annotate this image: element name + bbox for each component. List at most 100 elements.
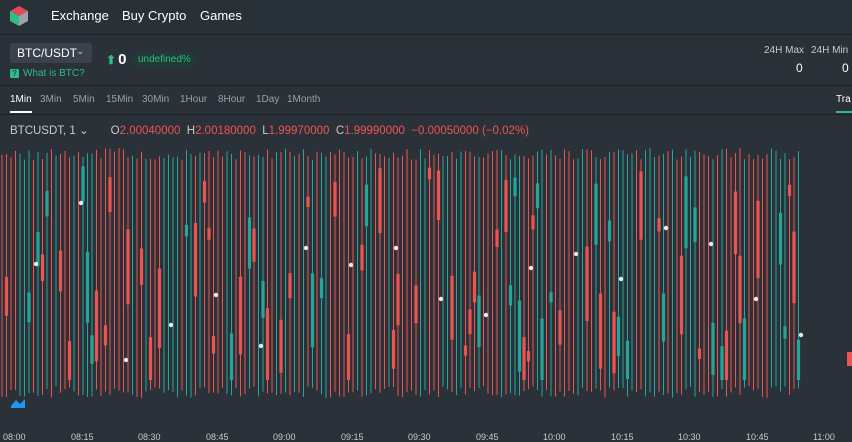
candle-body (450, 275, 454, 340)
x-tick-label: 09:00 (273, 432, 296, 442)
candle-body (661, 293, 666, 342)
candle-body (598, 293, 603, 369)
legend-high-label: H (186, 125, 196, 137)
candle-body (40, 254, 45, 281)
candle-body (261, 280, 265, 318)
candle-body (639, 171, 643, 240)
candle-body (81, 166, 85, 202)
candle-body (508, 285, 513, 306)
tradingview-logo-icon[interactable] (10, 397, 26, 409)
marker-dot (483, 312, 489, 318)
candle-body (625, 340, 630, 379)
candle-body (513, 177, 517, 197)
marker-dot (798, 332, 804, 338)
marker-dot (258, 343, 264, 349)
candle-body (792, 231, 796, 304)
candle-body (733, 191, 738, 255)
nav-games-link[interactable]: Games (200, 8, 242, 23)
candle-body (607, 220, 612, 242)
candle-body (378, 168, 382, 234)
candle-body (247, 217, 252, 269)
marker-dot (168, 322, 174, 328)
ticker-bar: BTC/USDT ⌄ ? What is BTC? ⬆ 0 undefined% 2… (0, 35, 852, 86)
candle-body (594, 183, 598, 245)
interval-30min[interactable]: 30Min (142, 94, 170, 105)
x-tick-label: 08:00 (3, 432, 26, 442)
chevron-down-icon[interactable]: ⌄ (75, 125, 89, 137)
candle-body (126, 229, 130, 305)
marker-dot (123, 357, 129, 363)
candle-body (697, 348, 702, 360)
candle-body (229, 333, 234, 380)
candle-body (360, 244, 364, 271)
candlestick-chart[interactable] (0, 140, 852, 430)
legend-symbol[interactable]: BTCUSDT, 1 (10, 125, 76, 137)
candle-body (549, 292, 553, 303)
low-24h-value: 0 (842, 61, 849, 75)
what-is-btc-link[interactable]: ? What is BTC? (10, 68, 85, 79)
legend-open-label: O (110, 125, 120, 137)
candle-body (756, 200, 760, 279)
interval-1day[interactable]: 1Day (256, 94, 280, 105)
marker-dot (753, 296, 759, 302)
candle-body (58, 250, 63, 292)
interval-toolbar: 1Min 3Min 5Min 15Min 30Min 1Hour 8Hour 1… (0, 86, 852, 115)
candle-body (463, 345, 468, 356)
candle-body (787, 184, 792, 196)
candle-body (94, 290, 99, 362)
x-tick-label: 11:00 (813, 432, 835, 442)
x-tick-label: 08:45 (206, 432, 229, 442)
legend-change-value: −0.00050000 (−0.02%) (411, 125, 529, 137)
candle-body (468, 309, 472, 335)
candle-body (711, 322, 715, 375)
interval-15min[interactable]: 15Min (106, 94, 134, 105)
candle-body (310, 273, 315, 348)
candle-body (364, 184, 369, 227)
candle-body (36, 231, 40, 267)
interval-1month[interactable]: 1Month (287, 94, 321, 105)
candle-body (531, 215, 535, 230)
chevron-down-icon: ⌄ (76, 46, 84, 56)
candle-body (477, 295, 481, 348)
x-tick-label: 09:45 (476, 432, 499, 442)
candle-body (207, 227, 211, 240)
candle-body (679, 255, 684, 335)
interval-8hour[interactable]: 8Hour (218, 94, 246, 105)
candle-body (436, 170, 441, 221)
x-tick-label: 08:15 (71, 432, 94, 442)
candle-body (778, 212, 783, 265)
legend-low-value: 1.99970000 (268, 125, 330, 137)
candle-body (319, 278, 324, 299)
candle-body (720, 346, 724, 380)
change-badge: undefined% (133, 53, 196, 67)
candle-body (472, 271, 477, 303)
candle-body (585, 246, 589, 322)
candle-body (738, 255, 742, 324)
candle-body (279, 319, 283, 373)
interval-1hour[interactable]: 1Hour (180, 94, 208, 105)
candle-body (742, 318, 747, 380)
interval-5min[interactable]: 5Min (73, 94, 95, 105)
candle-body (526, 351, 531, 362)
arrow-up-icon: ⬆ (106, 53, 117, 67)
interval-3min[interactable]: 3Min (40, 94, 62, 105)
pair-selector-button[interactable]: BTC/USDT ⌄ (10, 43, 92, 63)
last-price-marker (847, 352, 852, 366)
tab-trade[interactable]: Tra (836, 94, 852, 113)
marker-dot (573, 251, 579, 257)
nav-buy-crypto-link[interactable]: Buy Crypto (122, 8, 187, 23)
candle-body (184, 224, 189, 237)
candle-body (684, 176, 688, 249)
candle-body (265, 308, 270, 380)
candle-body (103, 325, 108, 346)
x-tick-label: 10:00 (543, 432, 566, 442)
high-24h-label: 24H Max (764, 45, 805, 56)
candle-body (252, 228, 256, 262)
candle-body (4, 276, 9, 316)
interval-1min[interactable]: 1Min (10, 94, 32, 113)
candle-body (724, 330, 729, 380)
cube-logo-icon[interactable] (9, 5, 29, 27)
candle-body (148, 337, 153, 380)
nav-exchange-link[interactable]: Exchange (51, 8, 109, 23)
marker-dot (663, 225, 669, 231)
